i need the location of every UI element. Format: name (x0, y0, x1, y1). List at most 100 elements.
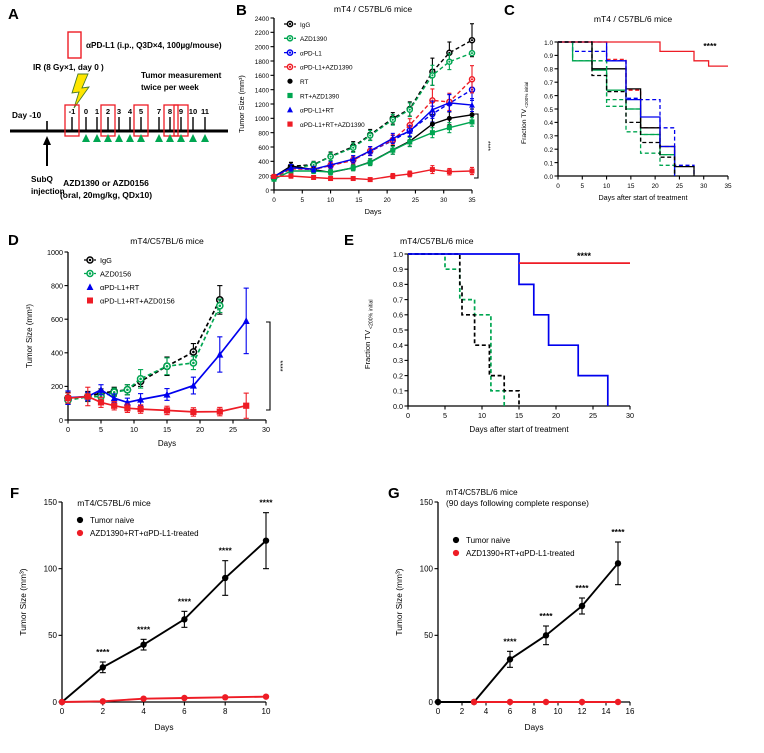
step-curve (558, 41, 676, 176)
legend-marker (452, 536, 460, 544)
legend-marker (452, 549, 460, 557)
x-tick-label: 35 (724, 183, 732, 190)
series-line (61, 695, 267, 703)
data-point (350, 156, 357, 162)
data-point-center (470, 39, 474, 42)
x-tick-label: 5 (443, 411, 447, 420)
legend-label: RT (300, 79, 308, 86)
data-point (542, 632, 550, 639)
x-axis-label: Days after start of treatment (469, 425, 569, 434)
y-tick-label: 2400 (255, 16, 270, 23)
series-line (67, 299, 221, 400)
data-point (446, 169, 452, 175)
legend-marker-center (288, 22, 292, 26)
day-number: 8 (168, 107, 172, 116)
data-point (110, 394, 118, 402)
x-tick-label: 15 (515, 411, 523, 420)
significance-label: **** (484, 141, 491, 152)
panel-f-label: F (10, 485, 20, 502)
y-tick-label: 2200 (255, 30, 270, 37)
dosing-triangle-icon (177, 134, 185, 142)
x-tick-label: 16 (626, 707, 635, 716)
legend-label: IgG (100, 256, 112, 265)
data-point (140, 695, 147, 702)
x-tick-label: 2 (101, 707, 106, 716)
y-tick-label: 2000 (255, 44, 270, 51)
y-tick-label: 0.7 (544, 80, 553, 87)
data-point (216, 408, 223, 415)
y-tick-label: 0.6 (393, 311, 403, 320)
step-curve (408, 253, 506, 406)
y-axis-label-main: Fraction TV (521, 109, 528, 144)
data-point (367, 147, 374, 154)
y-tick-label: 1800 (255, 59, 270, 66)
data-point (111, 402, 118, 409)
dosing-triangle-icon (126, 134, 134, 142)
data-point (506, 656, 514, 663)
legend-label: αPD-L1+AZD1390 (300, 65, 353, 72)
panel-g-chart: mT4/C57BL/6 mice(90 days following compl… (394, 487, 635, 732)
data-point (58, 698, 66, 706)
y-tick-label: 800 (258, 130, 269, 137)
y-axis-label: Tumor Size (mm³) (18, 568, 28, 635)
x-tick-label: 0 (406, 411, 410, 420)
panel-b-label: B (236, 2, 247, 19)
chart-title-line1: mT4/C57BL/6 mice (446, 487, 518, 497)
legend-marker-center (288, 37, 292, 40)
data-point (262, 693, 270, 700)
step-curve (408, 253, 609, 406)
data-point (429, 130, 435, 136)
x-tick-label: 0 (556, 183, 560, 190)
panel-e: E mT4/C57BL/6 mice 0 5 10 15 20 25 30 0.0 0.1 0.2 0… (330, 228, 764, 480)
data-point (137, 405, 144, 413)
data-point (446, 99, 453, 106)
data-point (429, 121, 435, 127)
legend-label: AZD1390+RT+αPD-L1-treated (90, 529, 199, 538)
legend-label: Tumor naive (90, 516, 135, 525)
chart-title: mT4/C57BL/6 mice (130, 236, 204, 246)
data-point (140, 641, 147, 648)
x-axis-label: Days (158, 439, 176, 448)
x-tick-label: 15 (627, 183, 635, 190)
significance-label: **** (577, 251, 592, 261)
data-point-center (329, 155, 332, 158)
data-point (429, 167, 435, 173)
x-tick-label: 0 (60, 707, 65, 716)
data-point (469, 168, 475, 174)
step-curve (558, 41, 728, 67)
data-point (84, 393, 91, 400)
data-point-center (408, 108, 411, 111)
day-number: 9 (179, 107, 183, 116)
y-tick-label: 0.0 (393, 402, 403, 411)
data-point (97, 386, 105, 393)
x-tick-label: 35 (468, 197, 476, 204)
timeline-day-ticks: -1 0 1 2 3 4 5 7 8 9 10 11 (64, 104, 210, 142)
significance-label: **** (276, 360, 285, 371)
panel-a-diagram: αPD-L1 (i.p., Q3D×4, 100µg/mouse) IR (8 … (10, 31, 228, 200)
legend-marker (76, 529, 84, 537)
y-tick-label: 0.5 (544, 107, 553, 114)
data-point (262, 537, 270, 544)
y-axis-label-sub: <200% initial (368, 299, 374, 329)
legend-marker (287, 92, 293, 99)
dosing-triangle-icon (93, 134, 101, 142)
y-tick-label: 1600 (255, 73, 270, 80)
y-tick-label: 400 (258, 159, 269, 166)
day-number: 7 (157, 107, 161, 116)
x-tick-label: 5 (99, 425, 103, 434)
data-point-center (192, 361, 195, 365)
x-tick-label: 10 (327, 197, 335, 204)
x-tick-label: 6 (508, 707, 513, 716)
x-tick-label: 20 (384, 197, 392, 204)
y-tick-label: 0.8 (544, 67, 553, 74)
significance-bracket (266, 321, 271, 411)
significance-label: **** (611, 527, 625, 537)
significance-label: **** (137, 624, 151, 634)
x-tick-label: 5 (301, 197, 305, 204)
significance-label: **** (219, 546, 233, 556)
legend-marker (287, 78, 293, 84)
tumor-measurement-line2: twice per week (141, 83, 199, 92)
dosing-triangle-icon (166, 134, 174, 142)
x-tick-label: 10 (603, 183, 611, 190)
